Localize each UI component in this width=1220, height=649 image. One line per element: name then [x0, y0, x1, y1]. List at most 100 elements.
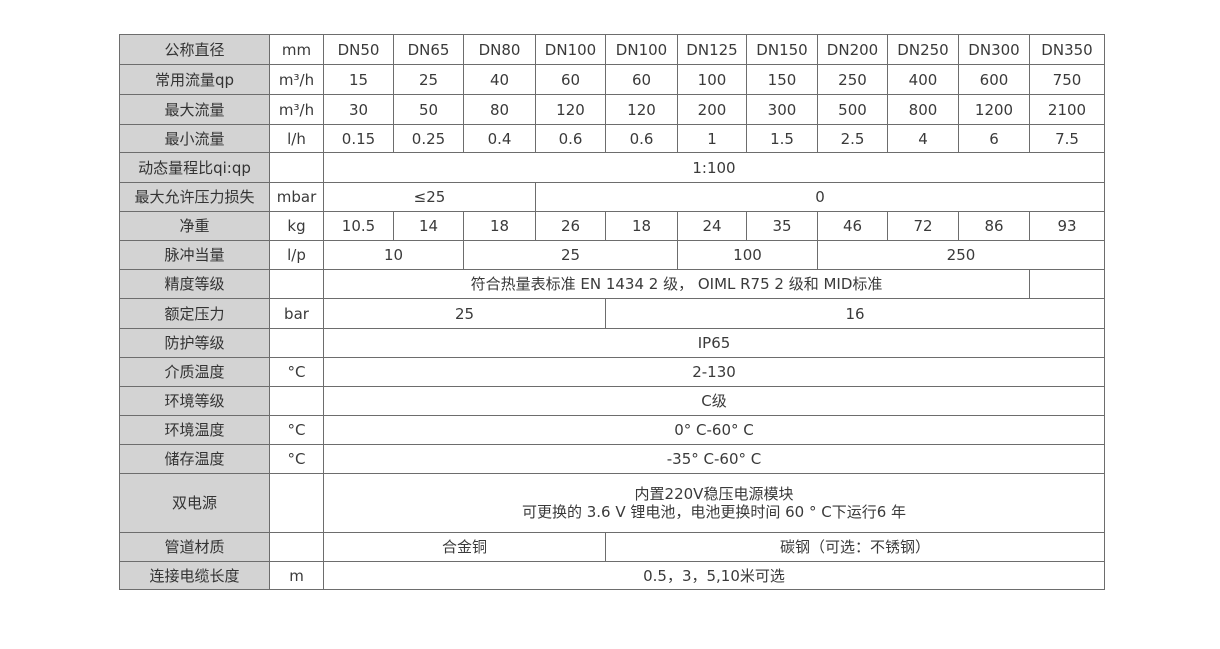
- row-label: 脉冲当量: [119, 240, 270, 270]
- table-row: 储存温度 °C -35° C-60° C: [119, 444, 1105, 474]
- row-unit: [269, 152, 324, 183]
- table-row: 最大允许压力损失 mbar ≤25 0: [119, 182, 1105, 212]
- row-unit: °C: [269, 444, 324, 474]
- row-unit: kg: [269, 211, 324, 241]
- row-label: 额定压力: [119, 298, 270, 329]
- table-cell: 750: [1029, 64, 1105, 95]
- table-cell: DN80: [463, 34, 536, 65]
- table-cell: 10.5: [323, 211, 394, 241]
- row-label: 管道材质: [119, 532, 270, 562]
- table-cell: DN350: [1029, 34, 1105, 65]
- cell-line: 内置220V稳压电源模块: [634, 485, 794, 503]
- table-cell: 24: [677, 211, 747, 241]
- table-cell: DN200: [817, 34, 888, 65]
- table-row: 额定压力 bar 25 16: [119, 298, 1105, 329]
- row-label: 净重: [119, 211, 270, 241]
- row-label: 双电源: [119, 473, 270, 533]
- row-label: 防护等级: [119, 328, 270, 358]
- table-cell: 7.5: [1029, 124, 1105, 153]
- table-cell: 符合热量表标准 EN 1434 2 级， OIML R75 2 级和 MID标准: [323, 269, 1030, 299]
- table-cell: 86: [958, 211, 1030, 241]
- table-cell: 内置220V稳压电源模块 可更换的 3.6 V 锂电池，电池更换时间 60 ° C…: [323, 473, 1105, 533]
- table-cell: [1029, 269, 1105, 299]
- table-cell: 300: [746, 94, 818, 125]
- table-cell: 25: [323, 298, 606, 329]
- table-row: 最大流量 m³/h 30 50 80 120 120 200 300 500 800 1200 2100: [119, 94, 1105, 125]
- table-row: 环境等级 C级: [119, 386, 1105, 416]
- row-label: 连接电缆长度: [119, 561, 270, 590]
- row-label: 公称直径: [119, 34, 270, 65]
- table-cell: 120: [605, 94, 678, 125]
- table-cell: 0.15: [323, 124, 394, 153]
- row-label: 精度等级: [119, 269, 270, 299]
- table-cell: 1:100: [323, 152, 1105, 183]
- row-label: 最大流量: [119, 94, 270, 125]
- spec-table: 公称直径 mm DN50 DN65 DN80 DN100 DN100 DN125 DN150 DN…: [119, 34, 1105, 590]
- table-cell: -35° C-60° C: [323, 444, 1105, 474]
- table-cell: 100: [677, 240, 818, 270]
- table-row: 净重 kg 10.5 14 18 26 18 24 35 46 72 86 93: [119, 211, 1105, 241]
- row-unit: m: [269, 561, 324, 590]
- row-unit: [269, 269, 324, 299]
- table-cell: 30: [323, 94, 394, 125]
- table-cell: 0.25: [393, 124, 464, 153]
- table-cell: 40: [463, 64, 536, 95]
- table-cell: 2.5: [817, 124, 888, 153]
- table-cell: 26: [535, 211, 606, 241]
- table-cell: 4: [887, 124, 959, 153]
- table-cell: 25: [463, 240, 678, 270]
- table-cell: DN150: [746, 34, 818, 65]
- table-cell: ≤25: [323, 182, 536, 212]
- row-unit: l/p: [269, 240, 324, 270]
- table-cell: 2100: [1029, 94, 1105, 125]
- table-row: 防护等级 IP65: [119, 328, 1105, 358]
- table-cell: 93: [1029, 211, 1105, 241]
- table-row: 介质温度 °C 2-130: [119, 357, 1105, 387]
- table-cell: 10: [323, 240, 464, 270]
- table-cell: 6: [958, 124, 1030, 153]
- table-cell: DN300: [958, 34, 1030, 65]
- table-cell: 16: [605, 298, 1105, 329]
- table-cell: 60: [605, 64, 678, 95]
- row-label: 储存温度: [119, 444, 270, 474]
- row-unit: mm: [269, 34, 324, 65]
- row-unit: m³/h: [269, 64, 324, 95]
- table-cell: 0.6: [605, 124, 678, 153]
- table-cell: 0.5，3，5,10米可选: [323, 561, 1105, 590]
- table-cell: 0: [535, 182, 1105, 212]
- table-cell: DN65: [393, 34, 464, 65]
- table-cell: 250: [817, 240, 1105, 270]
- table-cell: 18: [463, 211, 536, 241]
- table-cell: 0.6: [535, 124, 606, 153]
- table-cell: 0.4: [463, 124, 536, 153]
- table-row: 脉冲当量 l/p 10 25 100 250: [119, 240, 1105, 270]
- table-cell: DN50: [323, 34, 394, 65]
- row-label: 环境温度: [119, 415, 270, 445]
- table-cell: 500: [817, 94, 888, 125]
- row-unit: °C: [269, 415, 324, 445]
- row-label: 环境等级: [119, 386, 270, 416]
- table-cell: 合金铜: [323, 532, 606, 562]
- spec-table-body: 公称直径 mm DN50 DN65 DN80 DN100 DN100 DN125 DN150 DN…: [119, 34, 1105, 590]
- row-unit: mbar: [269, 182, 324, 212]
- row-unit: [269, 532, 324, 562]
- table-cell: 15: [323, 64, 394, 95]
- table-row: 环境温度 °C 0° C-60° C: [119, 415, 1105, 445]
- table-cell: 200: [677, 94, 747, 125]
- table-cell: 100: [677, 64, 747, 95]
- table-cell: 800: [887, 94, 959, 125]
- cell-line: 可更换的 3.6 V 锂电池，电池更换时间 60 ° C下运行6 年: [521, 503, 907, 521]
- table-cell: IP65: [323, 328, 1105, 358]
- table-cell: 150: [746, 64, 818, 95]
- table-cell: 46: [817, 211, 888, 241]
- table-row: 管道材质 合金铜 碳钢（可选：不锈钢）: [119, 532, 1105, 562]
- table-cell: 72: [887, 211, 959, 241]
- table-row: 双电源 内置220V稳压电源模块 可更换的 3.6 V 锂电池，电池更换时间 60 …: [119, 473, 1105, 533]
- table-cell: 18: [605, 211, 678, 241]
- row-unit: bar: [269, 298, 324, 329]
- table-cell: 25: [393, 64, 464, 95]
- row-label: 常用流量qp: [119, 64, 270, 95]
- table-cell: 2-130: [323, 357, 1105, 387]
- table-cell: 1: [677, 124, 747, 153]
- row-unit: [269, 386, 324, 416]
